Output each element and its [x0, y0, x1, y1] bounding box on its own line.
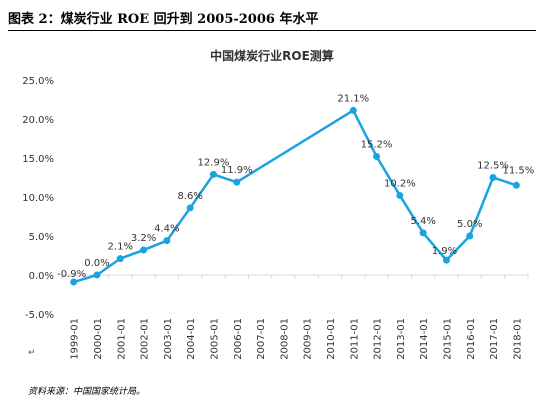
x-tick-label: 2008-01: [279, 318, 290, 360]
data-label: 12.9%: [198, 157, 230, 168]
x-tick-label: 2014-01: [419, 318, 430, 360]
x-tick-label: 2001-01: [116, 318, 127, 360]
data-label: 10.2%: [384, 178, 416, 189]
x-tick-label: 2006-01: [233, 318, 244, 360]
x-tick-label: 2015-01: [442, 318, 453, 360]
data-point: [512, 181, 520, 189]
y-tick-label: 10.0%: [22, 193, 54, 204]
data-point: [396, 191, 404, 199]
data-label: 5.0%: [457, 219, 482, 230]
data-point: [209, 170, 217, 178]
data-label: 8.6%: [177, 191, 202, 202]
x-tick-label: 2002-01: [140, 318, 151, 360]
x-tick-label: 1999-01: [70, 318, 81, 360]
data-point: [140, 246, 148, 254]
data-label: 0.0%: [84, 258, 109, 269]
data-point: [419, 229, 427, 237]
x-tick-label: 2018-01: [512, 318, 523, 360]
data-point: [163, 237, 171, 245]
data-label: 3.2%: [131, 233, 156, 244]
data-label: 1.9%: [432, 246, 457, 257]
x-tick-label: 2004-01: [186, 318, 197, 360]
data-label: -0.9%: [57, 269, 86, 280]
data-point: [466, 232, 474, 240]
roe-line-chart: 中国煤炭行业ROE测算 -5.0% 0.0% 5.0% 10.0% 15.0% 20.0%…: [22, 48, 534, 360]
x-axis: 1999-01 2000-01 2001-01 2002-01 2003-01 2004-…: [61, 274, 529, 360]
data-point: [93, 271, 101, 279]
data-label: 5.4%: [410, 216, 435, 227]
data-label: 4.4%: [154, 224, 179, 235]
data-point: [70, 278, 78, 286]
data-labels: -0.9%0.0% 2.1%3.2%4.4% 8.6% 12.9%11.9% 21.1%…: [57, 93, 534, 280]
y-tick-label: -5.0%: [25, 310, 54, 321]
x-tick-label: 2000-01: [93, 318, 104, 360]
data-label: 2.1%: [108, 242, 133, 253]
data-label: 12.5%: [477, 161, 509, 172]
data-label: 11.5%: [502, 165, 534, 176]
x-tick-label: 2005-01: [209, 318, 220, 360]
y-tick-label: 25.0%: [22, 76, 54, 87]
data-label: 11.9%: [221, 165, 253, 176]
chart-title: 中国煤炭行业ROE测算: [210, 48, 334, 63]
roe-series: [70, 106, 520, 286]
roe-line: [73, 109, 517, 284]
paragraph-mark: ↵: [28, 348, 36, 358]
x-tick-label: 2012-01: [373, 318, 384, 360]
x-tick-label: 2013-01: [396, 318, 407, 360]
data-point: [442, 256, 450, 264]
y-tick-label: 5.0%: [29, 232, 54, 243]
x-tick-label: 2011-01: [349, 318, 360, 360]
data-point: [116, 255, 124, 263]
caption-rule: [8, 30, 536, 31]
source-note: 资料来源：中国国家统计局。: [28, 387, 146, 397]
y-tick-label: 0.0%: [29, 271, 54, 282]
figure-caption: 图表 2：煤炭行业 ROE 回升到 2005-2006 年水平: [8, 12, 319, 27]
data-point: [373, 152, 381, 160]
data-point: [233, 178, 241, 186]
data-label: 15.2%: [361, 139, 393, 150]
y-tick-label: 20.0%: [22, 115, 54, 126]
y-axis: -5.0% 0.0% 5.0% 10.0% 15.0% 20.0% 25.0%: [22, 76, 54, 321]
data-point: [349, 106, 357, 114]
x-tick-label: 2003-01: [163, 318, 174, 360]
y-tick-label: 15.0%: [22, 154, 54, 165]
data-label: 21.1%: [337, 93, 369, 104]
x-tick-label: 2017-01: [489, 318, 500, 360]
x-tick-label: 2016-01: [466, 318, 477, 360]
x-tick-label: 2009-01: [303, 318, 314, 360]
x-tick-label: 2007-01: [256, 318, 267, 360]
x-tick-label: 2010-01: [326, 318, 337, 360]
data-point: [489, 174, 497, 181]
data-point: [186, 204, 194, 212]
